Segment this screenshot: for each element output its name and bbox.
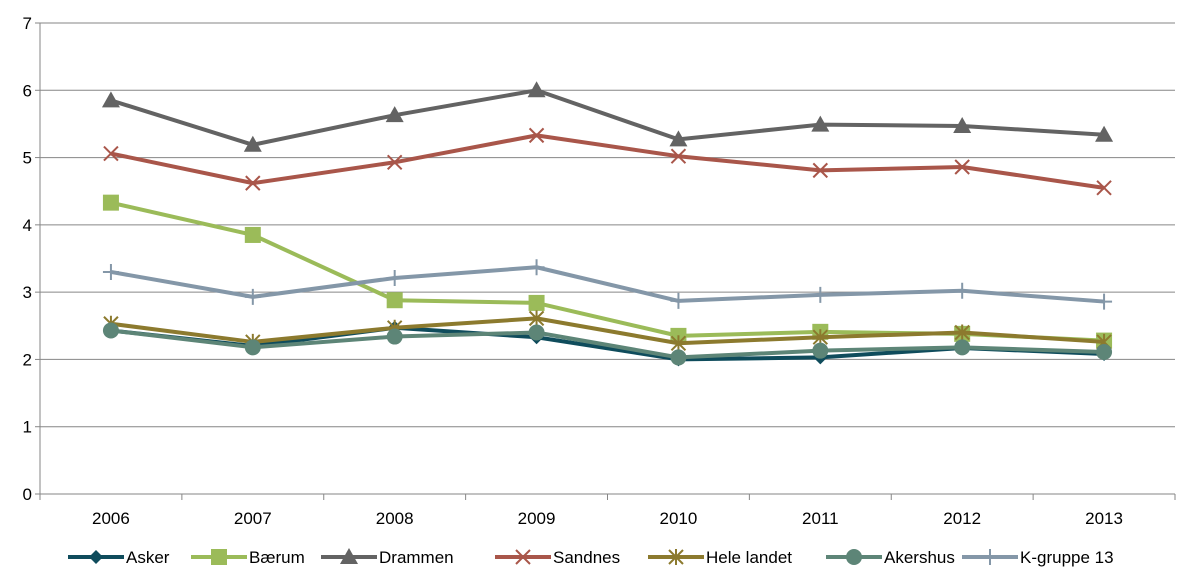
point-drammen-2008 [385,106,404,123]
series-line-akershus [110,328,1105,360]
series-sandnes [103,127,1112,196]
x-tick-label-2012: 2012 [943,509,981,528]
legend-label-asker: Asker [126,548,170,567]
point-k-gruppe-13-2007 [244,288,261,305]
point-sandnes-2013 [1096,180,1112,196]
point-baerum-2009 [528,294,545,311]
legend-label-k-gruppe-13: K-gruppe 13 [1020,548,1114,567]
series-drammen [101,81,1114,152]
point-drammen-2011 [811,115,830,132]
x-tick-label-2010: 2010 [660,509,698,528]
y-tick-label-5: 5 [23,149,32,168]
y-tick-label-3: 3 [23,283,32,302]
series-k-gruppe-13 [102,259,1113,310]
legend-swatch-marker-akershus [846,549,862,565]
y-tick-label-6: 6 [23,81,32,100]
legend-item-k-gruppe-13: K-gruppe 13 [962,548,1114,567]
point-sandnes-2011 [812,162,829,179]
point-drammen-2009 [527,81,546,98]
legend: Asker Bærum Drammen Sandnes Hele landet Akers… [68,548,1114,567]
series-line-baerum [110,200,1105,343]
x-tick-label-2013: 2013 [1085,509,1123,528]
legend-label-drammen: Drammen [379,548,454,567]
point-akershus-2006 [102,322,119,339]
point-sandnes-2009 [528,127,545,144]
point-drammen-2006 [101,91,120,108]
legend-item-asker: Asker [68,548,170,567]
point-hele-landet-2010 [670,335,687,352]
point-k-gruppe-13-2010 [670,292,687,309]
point-hele-landet-2012 [954,324,970,341]
tick-labels: 0 1 2 3 4 5 6 7 2006 2007 2008 2009 2010 2011 2012 2013 [23,14,1123,528]
point-hele-landet-2009 [528,310,545,327]
point-hele-landet-2011 [812,329,829,346]
legend-swatch-marker-sandnes [515,549,531,565]
point-akershus-2009 [528,324,545,341]
point-k-gruppe-13-2009 [528,259,545,276]
y-tick-label-1: 1 [23,418,32,437]
series-line-sandnes [110,133,1105,190]
y-tick-label-0: 0 [23,485,32,504]
legend-swatch-marker-baerum [211,549,227,565]
series-akershus [102,322,1113,366]
legend-label-sandnes: Sandnes [553,548,620,567]
legend-swatch-marker-hele-landet [668,549,684,565]
series-baerum [102,194,1113,349]
legend-label-baerum: Bærum [249,548,305,567]
point-drammen-2013 [1095,125,1114,142]
point-k-gruppe-13-2013 [1096,293,1113,310]
legend-label-hele-landet: Hele landet [706,548,792,567]
y-tick-label-4: 4 [23,216,32,235]
y-tick-label-2: 2 [23,350,32,369]
x-tick-label-2011: 2011 [802,509,839,528]
legend-item-sandnes: Sandnes [495,548,620,567]
point-akershus-2012 [954,339,971,356]
point-drammen-2010 [669,130,688,147]
x-tick-label-2006: 2006 [92,509,130,528]
y-tick-label-7: 7 [23,14,32,33]
point-akershus-2010 [670,349,687,366]
legend-item-hele-landet: Hele landet [648,548,792,567]
point-sandnes-2007 [245,175,261,191]
point-k-gruppe-13-2006 [102,263,119,280]
legend-label-akershus: Akershus [884,548,955,567]
point-drammen-2007 [243,135,262,152]
series-line-drammen [110,88,1105,147]
point-sandnes-2006 [103,145,119,162]
legend-swatch-marker-k-gruppe-13 [982,549,998,565]
point-akershus-2008 [386,328,403,345]
legend-swatch-marker-asker [89,550,103,564]
point-akershus-2007 [244,339,261,356]
x-tick-label-2007: 2007 [234,509,272,528]
axes [35,22,1176,500]
series-group [101,81,1114,367]
point-baerum-2006 [102,194,119,211]
point-k-gruppe-13-2008 [386,270,403,287]
series-line-k-gruppe-13 [110,265,1105,304]
x-tick-label-2009: 2009 [518,509,556,528]
point-k-gruppe-13-2012 [954,282,971,299]
point-baerum-2007 [244,226,261,243]
point-akershus-2011 [812,342,829,359]
point-drammen-2012 [953,116,972,133]
legend-item-baerum: Bærum [191,548,305,567]
point-k-gruppe-13-2011 [812,286,829,303]
legend-swatch-marker-drammen [340,548,358,564]
point-sandnes-2010 [670,148,687,164]
x-tick-label-2008: 2008 [376,509,414,528]
point-sandnes-2012 [954,159,970,175]
point-baerum-2008 [386,292,403,309]
point-sandnes-2008 [386,154,403,170]
point-akershus-2013 [1096,344,1113,361]
series-line-hele-landet [110,316,1105,346]
legend-item-drammen: Drammen [321,548,454,567]
legend-item-akershus: Akershus [826,548,955,567]
